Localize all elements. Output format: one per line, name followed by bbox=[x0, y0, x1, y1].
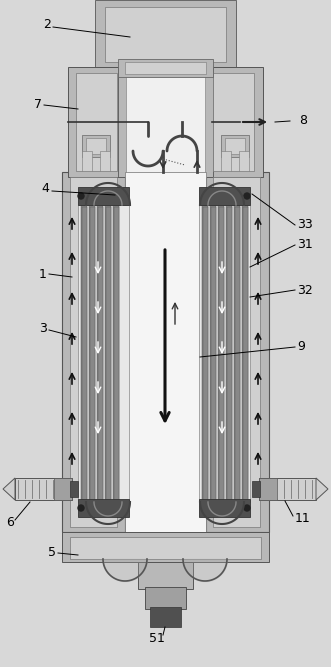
Bar bbox=[259, 478, 316, 500]
Bar bbox=[234, 205, 240, 502]
Text: 32: 32 bbox=[297, 283, 313, 297]
Polygon shape bbox=[316, 478, 328, 500]
Bar bbox=[100, 151, 110, 171]
Text: 51: 51 bbox=[149, 632, 165, 646]
Bar bbox=[105, 205, 111, 502]
Bar bbox=[211, 207, 215, 500]
Bar bbox=[226, 205, 232, 502]
Bar bbox=[68, 67, 125, 177]
Circle shape bbox=[78, 193, 84, 199]
Polygon shape bbox=[3, 478, 15, 500]
Bar bbox=[150, 607, 181, 627]
Bar bbox=[125, 172, 206, 532]
Bar bbox=[78, 187, 129, 205]
Text: 6: 6 bbox=[6, 516, 14, 528]
Bar bbox=[242, 205, 248, 502]
Bar bbox=[213, 177, 260, 527]
Circle shape bbox=[244, 505, 250, 511]
Bar bbox=[81, 207, 86, 500]
Circle shape bbox=[78, 505, 84, 511]
Bar bbox=[203, 207, 208, 500]
Bar bbox=[95, 0, 236, 67]
Bar bbox=[78, 499, 129, 517]
Bar bbox=[76, 73, 117, 171]
Bar bbox=[98, 207, 103, 500]
Bar bbox=[62, 532, 269, 562]
Bar bbox=[210, 205, 216, 502]
Bar bbox=[113, 205, 119, 502]
Bar bbox=[218, 205, 224, 502]
Bar bbox=[199, 499, 250, 517]
Text: 11: 11 bbox=[295, 512, 311, 526]
Bar bbox=[82, 135, 110, 157]
Bar bbox=[86, 138, 106, 154]
Bar bbox=[213, 73, 254, 171]
Bar bbox=[199, 187, 250, 205]
Bar bbox=[259, 478, 277, 500]
Bar bbox=[114, 207, 118, 500]
Circle shape bbox=[244, 193, 250, 199]
Bar bbox=[206, 67, 263, 177]
Bar bbox=[105, 7, 226, 62]
Bar bbox=[70, 537, 261, 559]
Bar bbox=[221, 151, 231, 171]
Text: 8: 8 bbox=[299, 115, 307, 127]
Text: 33: 33 bbox=[297, 219, 313, 231]
Bar bbox=[145, 587, 186, 609]
Bar bbox=[226, 207, 231, 500]
Bar bbox=[82, 151, 92, 171]
Text: 3: 3 bbox=[39, 323, 47, 336]
Bar bbox=[225, 138, 245, 154]
Bar bbox=[221, 135, 249, 157]
Text: 4: 4 bbox=[41, 183, 49, 195]
Bar bbox=[202, 205, 208, 502]
Text: 9: 9 bbox=[297, 340, 305, 354]
Text: 5: 5 bbox=[48, 546, 56, 560]
Bar bbox=[89, 205, 95, 502]
Bar bbox=[138, 562, 193, 589]
Bar bbox=[239, 151, 249, 171]
Text: 2: 2 bbox=[43, 17, 51, 31]
Bar bbox=[218, 207, 223, 500]
Bar bbox=[243, 207, 248, 500]
Bar bbox=[234, 207, 240, 500]
Text: 1: 1 bbox=[39, 267, 47, 281]
Bar bbox=[70, 481, 78, 497]
Bar bbox=[81, 205, 87, 502]
Bar bbox=[252, 481, 260, 497]
Bar bbox=[118, 59, 213, 77]
Bar bbox=[125, 62, 206, 74]
Bar bbox=[106, 207, 111, 500]
Bar bbox=[54, 478, 72, 500]
Bar bbox=[118, 67, 213, 177]
Bar bbox=[78, 205, 129, 502]
Bar bbox=[62, 172, 125, 532]
Bar bbox=[15, 478, 72, 500]
Bar bbox=[97, 205, 103, 502]
Text: 31: 31 bbox=[297, 239, 313, 251]
Bar bbox=[89, 207, 94, 500]
Bar bbox=[70, 177, 117, 527]
Bar bbox=[199, 205, 250, 502]
Bar bbox=[206, 172, 269, 532]
Text: 7: 7 bbox=[34, 97, 42, 111]
Bar bbox=[126, 72, 205, 172]
